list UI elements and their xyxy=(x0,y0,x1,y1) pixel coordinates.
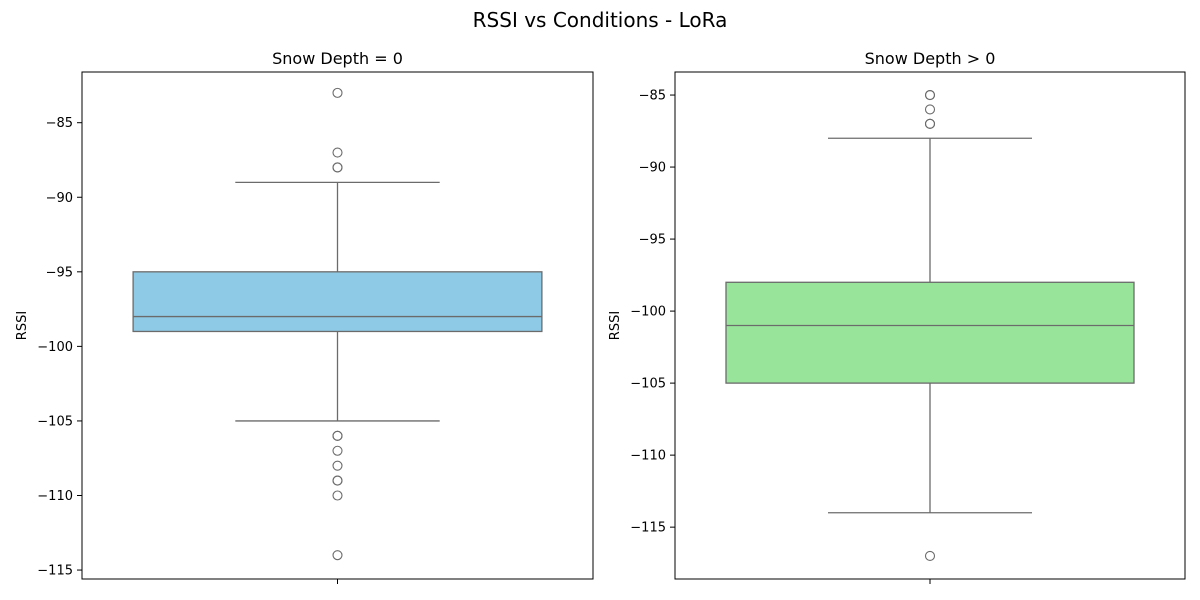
subplot-1: Snow Depth = 0 RSSI −85 −90 −95 −100 −105 −110 −… xyxy=(15,49,594,584)
outlier-point xyxy=(332,475,343,486)
outlier-point xyxy=(332,445,343,456)
axes-frame xyxy=(674,71,1186,580)
outlier-point xyxy=(924,104,936,115)
y-tick-label: −90 xyxy=(639,161,666,176)
y-tick-label: −85 xyxy=(46,116,73,131)
outlier-point xyxy=(332,460,343,471)
y-tick-label: −115 xyxy=(630,521,666,536)
subplot-2: Snow Depth > 0 RSSI −85 −90 −95 −100 −105 −110 −… xyxy=(608,49,1186,584)
y-tick-label: −95 xyxy=(639,233,666,248)
outlier-point xyxy=(332,550,343,561)
y-tick-label: −105 xyxy=(37,414,73,429)
y-tick-label: −110 xyxy=(37,489,73,504)
outlier-point xyxy=(924,118,936,129)
y-tick-label: −115 xyxy=(37,564,73,579)
figure-title: RSSI vs Conditions - LoRa xyxy=(472,8,728,32)
outlier-point xyxy=(332,162,343,173)
outlier-point xyxy=(332,490,343,501)
y-tick-label: −110 xyxy=(630,449,666,464)
y-tick-label: −90 xyxy=(46,191,73,206)
y-tick-label: −85 xyxy=(639,89,666,104)
subplot-title: Snow Depth > 0 xyxy=(865,49,996,68)
outlier-point xyxy=(332,87,343,98)
iqr-box xyxy=(132,271,543,333)
y-axis-label: RSSI xyxy=(15,311,30,340)
outlier-point xyxy=(924,89,936,101)
y-tick-label: −100 xyxy=(37,340,73,355)
subplot-title: Snow Depth = 0 xyxy=(272,49,403,68)
outlier-point xyxy=(924,550,936,562)
outlier-point xyxy=(332,430,343,441)
axes-frame xyxy=(81,71,594,580)
y-tick-label: −105 xyxy=(630,377,666,392)
y-axis-label: RSSI xyxy=(608,311,623,340)
iqr-box xyxy=(725,281,1135,384)
outlier-point xyxy=(332,147,343,158)
y-tick-label: −95 xyxy=(46,265,73,280)
y-tick-label: −100 xyxy=(630,305,666,320)
